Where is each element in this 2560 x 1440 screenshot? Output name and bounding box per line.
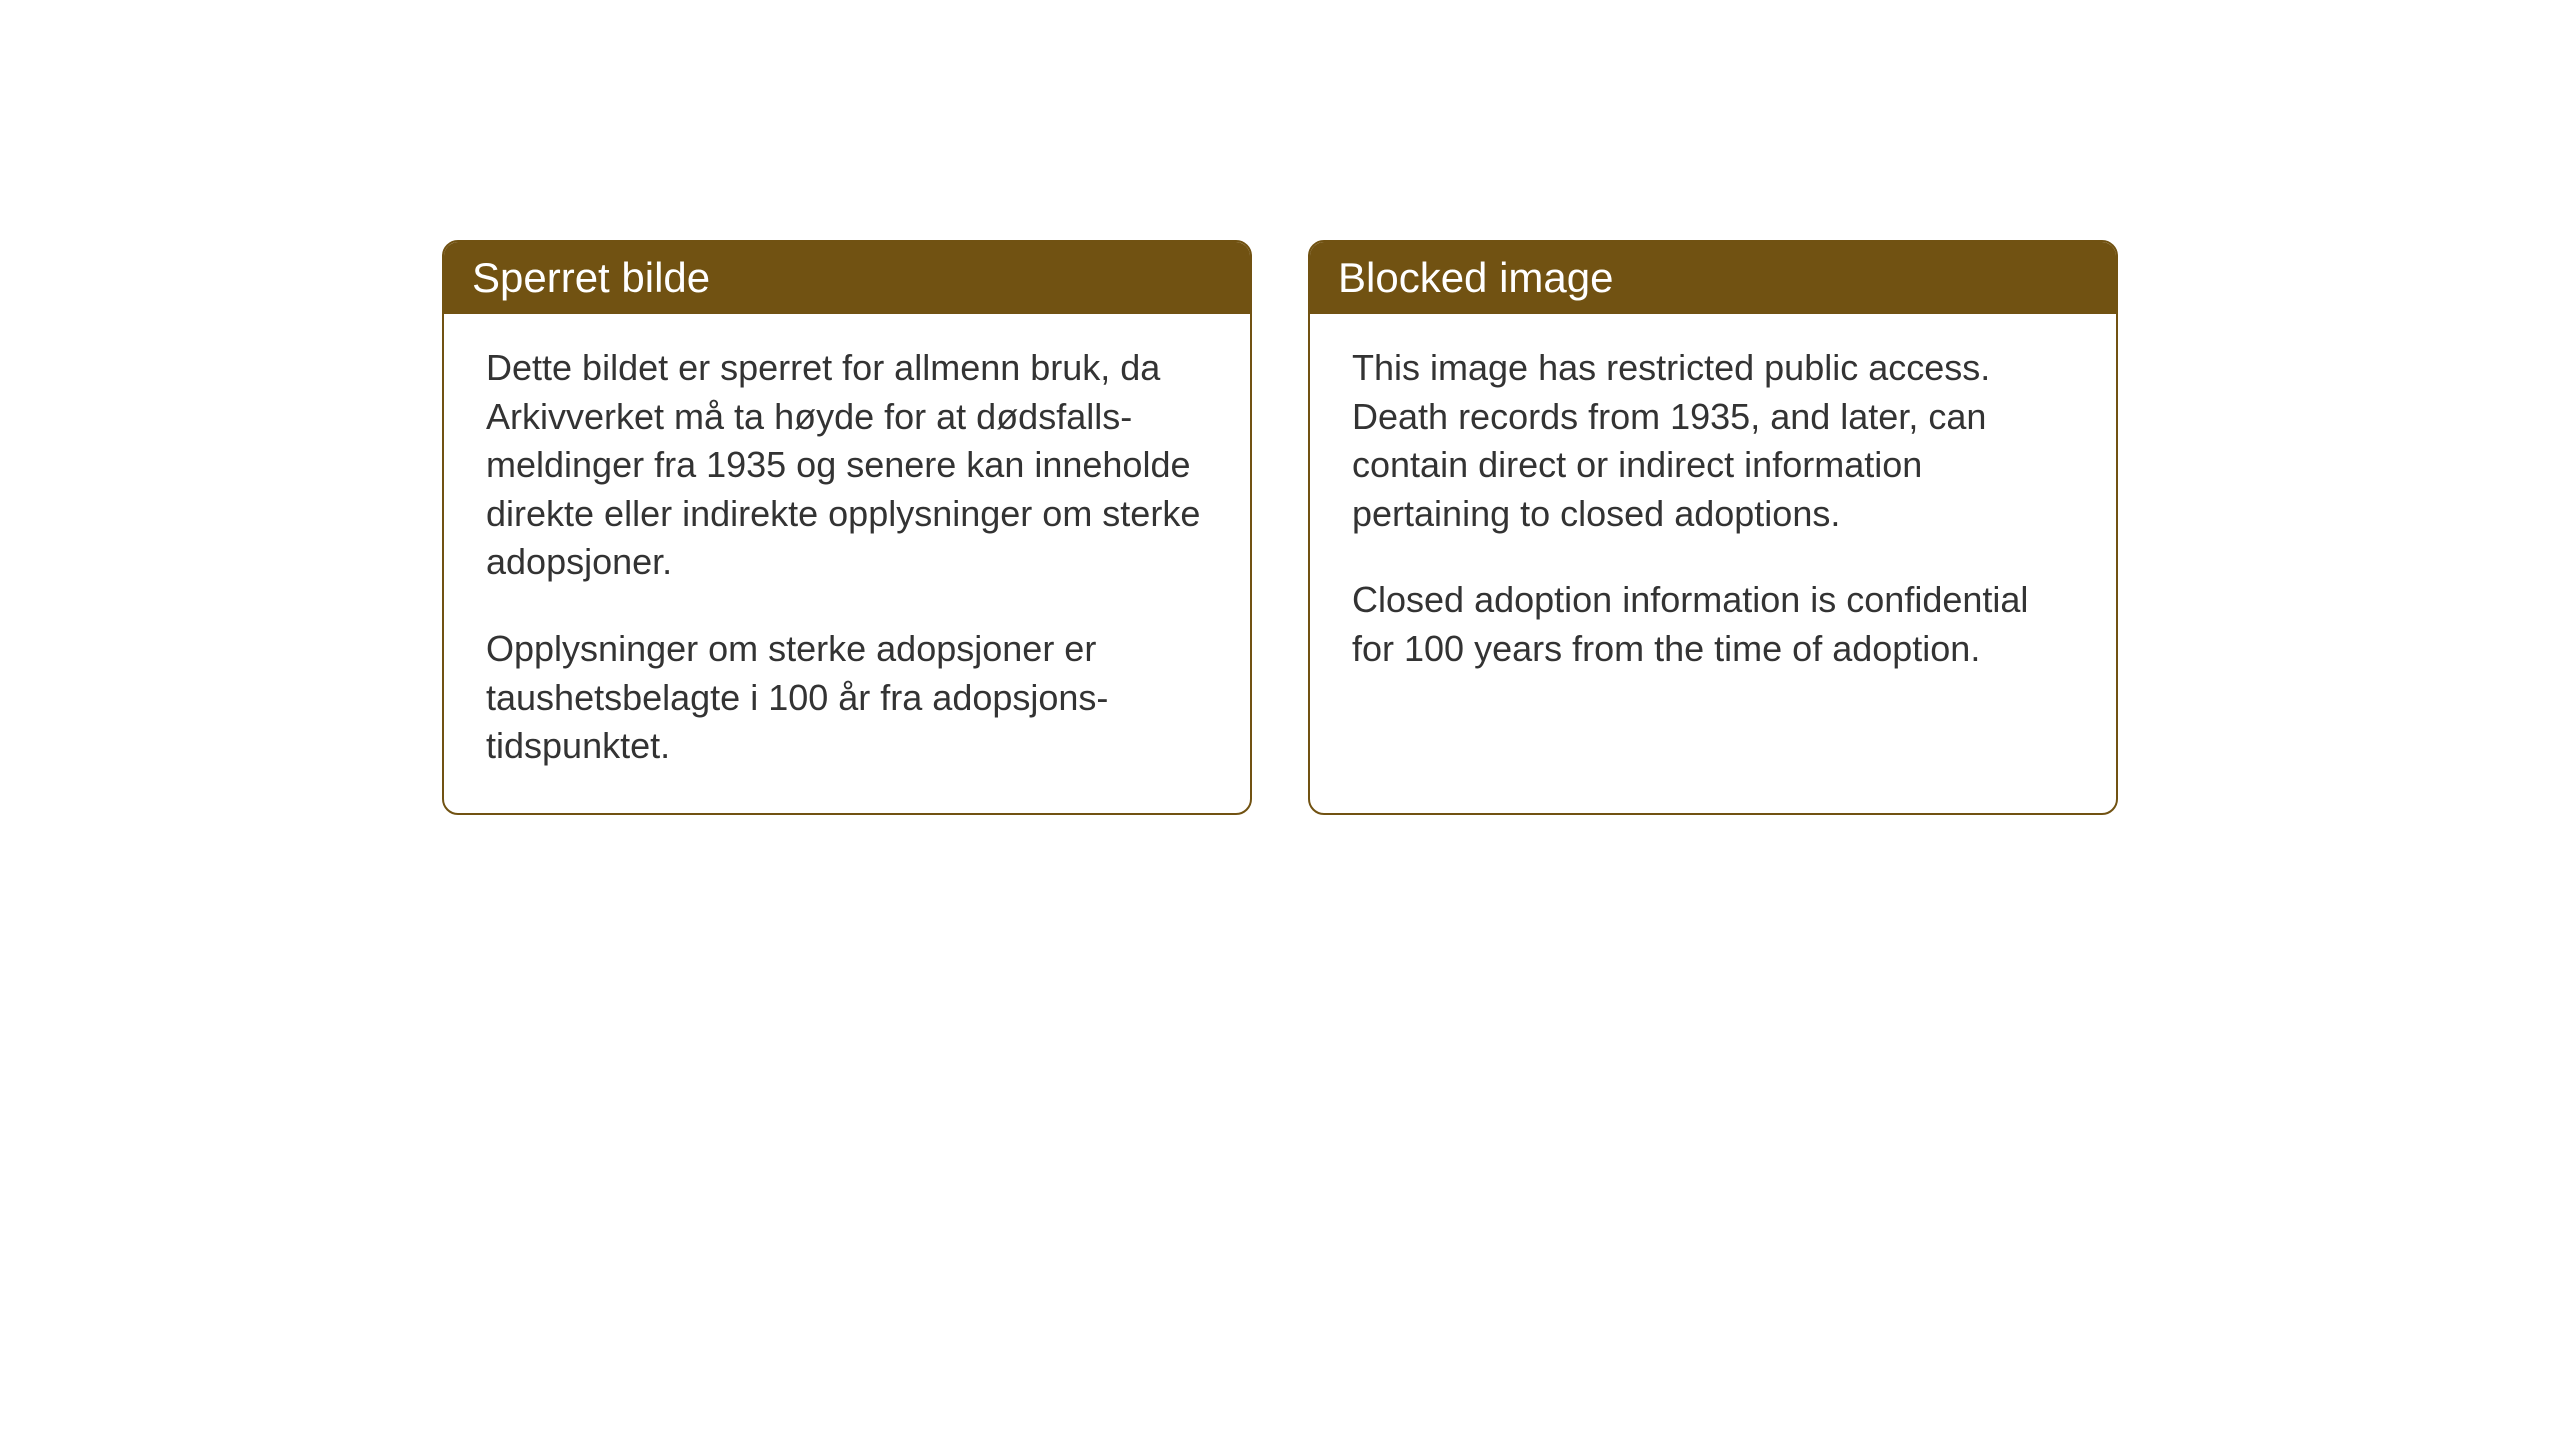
norwegian-notice-card: Sperret bilde Dette bildet er sperret fo… — [442, 240, 1252, 815]
english-paragraph-2: Closed adoption information is confident… — [1352, 576, 2074, 673]
english-card-title: Blocked image — [1310, 242, 2116, 314]
norwegian-paragraph-1: Dette bildet er sperret for allmenn bruk… — [486, 344, 1208, 587]
norwegian-card-title: Sperret bilde — [444, 242, 1250, 314]
english-paragraph-1: This image has restricted public access.… — [1352, 344, 2074, 538]
english-notice-card: Blocked image This image has restricted … — [1308, 240, 2118, 815]
english-card-body: This image has restricted public access.… — [1310, 314, 2116, 760]
norwegian-paragraph-2: Opplysninger om sterke adopsjoner er tau… — [486, 625, 1208, 771]
norwegian-card-body: Dette bildet er sperret for allmenn bruk… — [444, 314, 1250, 813]
notice-cards-container: Sperret bilde Dette bildet er sperret fo… — [442, 240, 2118, 815]
